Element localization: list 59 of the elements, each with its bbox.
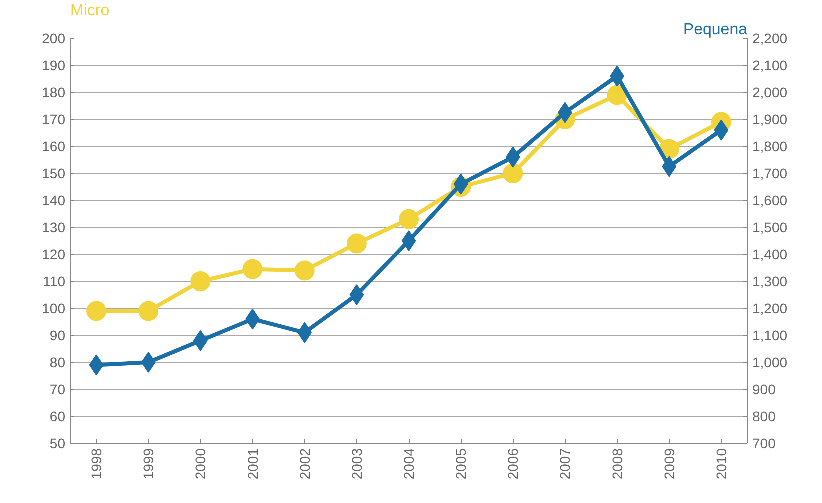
- y2-tick-label: 2,100: [752, 58, 788, 74]
- y2-tick-label: 1,100: [752, 328, 788, 344]
- x-tick-label: 2005: [453, 448, 470, 480]
- point: [350, 284, 364, 306]
- point: [242, 259, 263, 280]
- y-axis-title: Micro: [70, 2, 110, 20]
- x-tick-label: 2001: [244, 448, 261, 480]
- y2-tick-label: 1,300: [752, 274, 788, 290]
- y2-tick-label: 1,700: [752, 166, 788, 182]
- y2-tick-label: 2,000: [752, 84, 788, 100]
- y2-axis-title: Pequena: [683, 22, 748, 38]
- y2-tick-label: 900: [752, 382, 776, 398]
- y2-tick-label: 1,000: [752, 354, 788, 370]
- y2-tick-label: 1,400: [752, 246, 788, 262]
- x-tick-label: 2009: [661, 448, 678, 480]
- point: [402, 230, 416, 252]
- y-tick-label: 190: [42, 58, 66, 74]
- y-tick-label: 130: [42, 220, 66, 236]
- point: [346, 234, 367, 254]
- x-tick-label: 1999: [140, 448, 157, 480]
- point: [607, 85, 628, 106]
- y2-tick-label: 1,200: [752, 300, 788, 316]
- x-tick-label: 2010: [713, 448, 730, 480]
- y-tick-label: 140: [42, 192, 66, 208]
- y-tick-label: 110: [43, 274, 66, 290]
- point: [503, 164, 524, 184]
- x-tick-label: 2008: [609, 448, 626, 480]
- x-tick-label: 1998: [88, 448, 105, 480]
- point: [138, 301, 159, 322]
- point: [294, 260, 315, 281]
- y-tick-label: 80: [50, 354, 66, 370]
- x-tick-label: 2002: [296, 448, 313, 480]
- point: [141, 352, 156, 373]
- point: [190, 272, 211, 292]
- x-tick-label: 2007: [557, 448, 574, 480]
- y-tick-label: 200: [42, 30, 66, 46]
- y-tick-label: 70: [50, 382, 66, 398]
- y2-tick-label: 2,200: [752, 30, 788, 46]
- x-tick-label: 2000: [192, 448, 209, 480]
- y2-tick-label: 1,500: [752, 220, 788, 236]
- y2-tick-label: 1,800: [752, 138, 788, 154]
- y-tick-label: 160: [42, 138, 66, 154]
- y2-tick-label: 800: [752, 408, 776, 424]
- y-tick-label: 90: [50, 328, 66, 344]
- x-tick-label: 2003: [348, 448, 365, 480]
- x-tick-label: 2006: [505, 448, 522, 480]
- y-tick-label: 170: [42, 112, 66, 128]
- y2-tick-label: 1,600: [752, 192, 788, 208]
- y-tick-label: 120: [42, 246, 66, 262]
- y2-tick-label: 1,900: [752, 112, 788, 128]
- point: [399, 209, 419, 230]
- y-tick-label: 150: [42, 166, 66, 182]
- x-tick-label: 2004: [401, 448, 417, 480]
- y-tick-label: 50: [50, 436, 66, 452]
- y-tick-label: 180: [42, 84, 66, 100]
- y-tick-label: 100: [42, 300, 66, 316]
- y2-tick-label: 700: [752, 436, 776, 452]
- y-tick-label: 60: [50, 408, 66, 424]
- point: [86, 301, 107, 322]
